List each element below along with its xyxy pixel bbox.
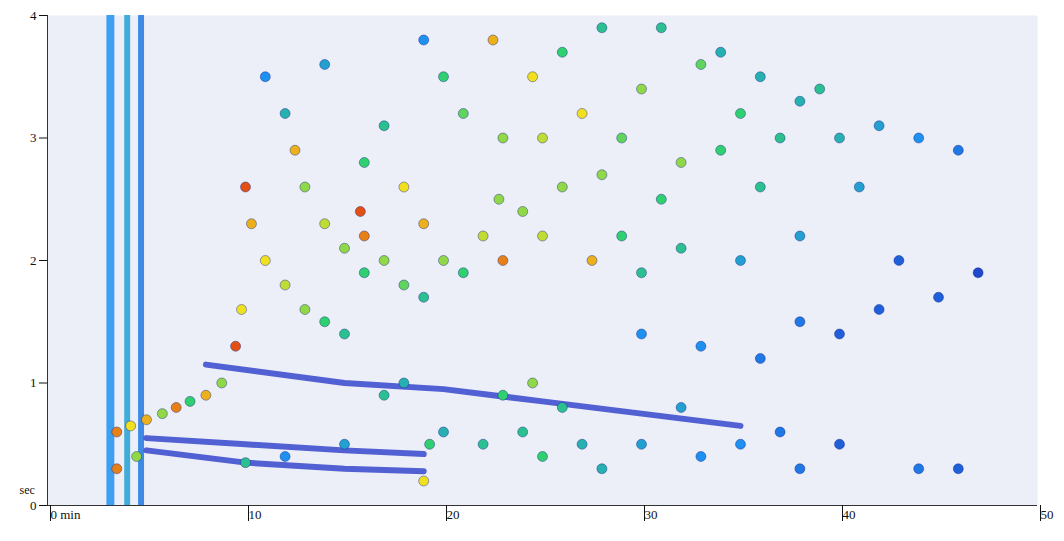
- svg-text:4: 4: [30, 8, 37, 23]
- svg-text:3: 3: [30, 130, 37, 145]
- svg-text:1: 1: [30, 375, 37, 390]
- svg-text:20: 20: [447, 507, 460, 522]
- svg-text:sec: sec: [20, 483, 35, 497]
- svg-text:0: 0: [30, 498, 37, 513]
- svg-text:50: 50: [1041, 507, 1054, 522]
- svg-text:0 min: 0 min: [51, 507, 81, 522]
- svg-text:2: 2: [30, 253, 37, 268]
- svg-text:40: 40: [843, 507, 856, 522]
- svg-text:30: 30: [645, 507, 658, 522]
- svg-text:10: 10: [249, 507, 262, 522]
